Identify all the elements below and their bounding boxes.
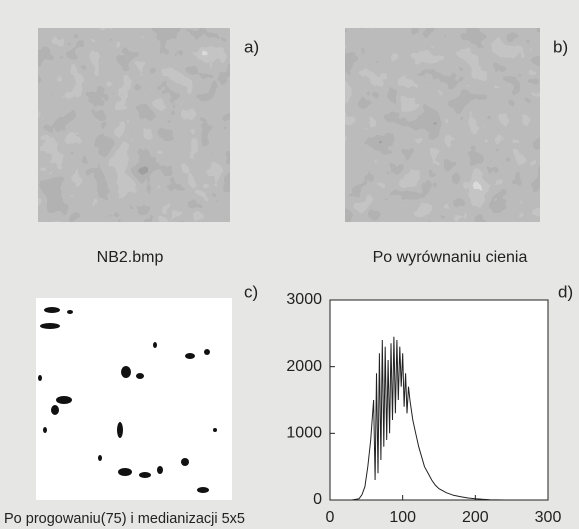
y-tick-label: 2000: [286, 358, 322, 375]
panel-label: b): [553, 37, 568, 56]
histogram-chart: 0 1000 2000 3000 0 100 200 300: [286, 291, 561, 526]
caption: Po wyrównaniu cienia: [373, 249, 528, 266]
plot-area: [329, 299, 549, 501]
panel-label: a): [244, 37, 259, 56]
x-tick-label: 300: [535, 509, 562, 526]
x-tick-label: 0: [326, 509, 335, 526]
y-tick-label: 1000: [286, 425, 322, 442]
y-tick-label: 3000: [286, 291, 322, 308]
panel-label: d): [558, 282, 573, 301]
histogram-line: [330, 336, 548, 501]
micrograph-original: [38, 28, 230, 222]
caption: Po progowaniu(75) i medianizacji 5x5: [4, 511, 245, 527]
micrograph-corrected: [345, 28, 540, 222]
x-tick-label: 200: [462, 509, 489, 526]
panel-label: c): [244, 282, 258, 301]
x-tick-label: 100: [389, 509, 416, 526]
caption: NB2.bmp: [97, 249, 164, 266]
binary-image: [36, 298, 232, 500]
y-tick-label: 0: [313, 491, 322, 508]
